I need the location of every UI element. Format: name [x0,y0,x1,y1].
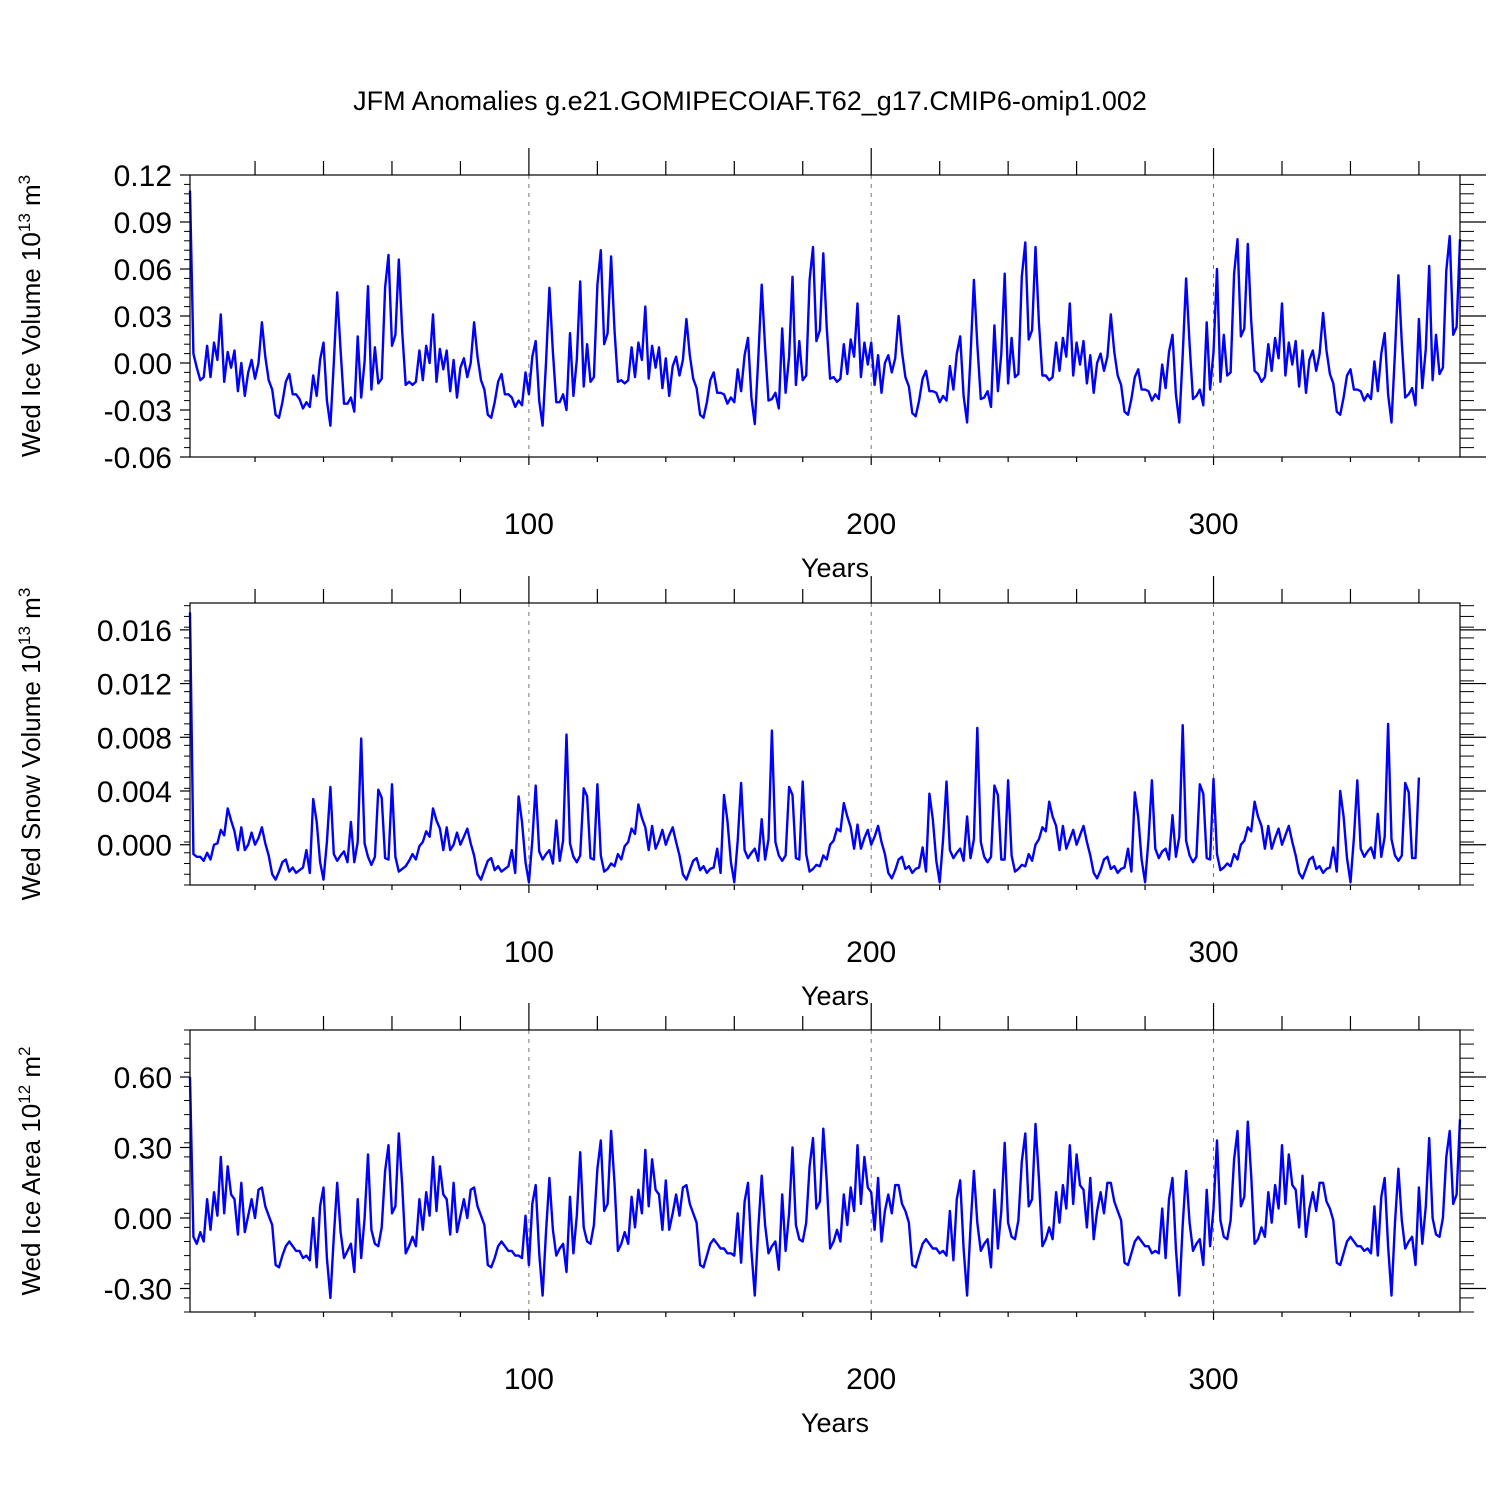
y-axis-label-main: Wed Snow Volume 10 [16,645,46,900]
x-tick-label: 300 [1188,1363,1238,1396]
panels: -0.06 -0.03 0.00 0.03 0.06 0.09 0.12 100 200 300 Y… [15,148,1486,1438]
y-axis-label-unit-exponent: 2 [15,1046,34,1055]
y-tick-label: -0.30 [104,1274,172,1307]
x-tick-label: 300 [1188,936,1238,969]
chart-panel-ice-volume: -0.06 -0.03 0.00 0.03 0.06 0.09 0.12 100 200 300 Y… [15,148,1486,583]
y-tick-label: 0.00 [114,348,172,381]
y-tick-label: 0.00 [114,1203,172,1236]
y-tick-label: 0.016 [97,615,172,648]
y-tick-label: 0.03 [114,301,172,334]
y-tick-label: 0.008 [97,722,172,755]
plot-frame [189,602,1461,886]
y-axis-label-exponent: 12 [15,1085,34,1104]
y-axis-label-exponent: 13 [15,626,34,645]
y-tick-label: 0.06 [114,254,172,287]
y-tick-label: 0.012 [97,669,172,702]
y-axis-label-main: Wed Ice Volume 10 [16,232,46,457]
chart-panel-snow-volume: 0.000 0.004 0.008 0.012 0.016 100 200 300 Years W… [15,576,1486,1011]
y-tick-label: 0.000 [97,830,172,863]
series-line [188,612,1421,884]
x-axis-label: Years [801,1408,869,1438]
figure-title: JFM Anomalies g.e21.GOMIPECOIAF.T62_g17.… [353,86,1147,116]
y-axis-label-unit-exponent: 3 [15,588,34,597]
x-tick-label: 200 [846,508,896,541]
y-axis-label-unit: m [16,597,46,626]
x-tick-label: 200 [846,1363,896,1396]
series-line [188,190,1462,427]
y-axis-label: Wed Snow Volume 1013 m3 [15,588,46,901]
y-axis-label-unit: m [16,1056,46,1085]
y-tick-label: -0.06 [104,442,172,475]
y-tick-label: 0.30 [114,1133,172,1166]
y-tick-label: 0.004 [97,776,172,809]
x-tick-label: 300 [1188,508,1238,541]
x-tick-label: 100 [504,1363,554,1396]
y-tick-label: 0.60 [114,1062,172,1095]
y-tick-label: -0.03 [104,395,172,428]
series-line [188,1076,1462,1300]
y-axis-label-exponent: 13 [15,213,34,232]
x-tick-label: 100 [504,508,554,541]
y-axis-label-main: Wed Ice Area 10 [16,1104,46,1296]
y-tick-label: 0.09 [114,207,172,240]
y-axis-label-unit-exponent: 3 [15,175,34,184]
x-tick-label: 200 [846,936,896,969]
y-axis-label-unit: m [16,184,46,213]
x-tick-label: 100 [504,936,554,969]
y-tick-label: 0.12 [114,160,172,193]
y-axis-label: Wed Ice Volume 1013 m3 [15,175,46,457]
y-axis-label: Wed Ice Area 1012 m2 [15,1046,46,1295]
x-axis-label: Years [801,981,869,1011]
x-axis-label: Years [801,553,869,583]
chart-panel-ice-area: -0.30 0.00 0.30 0.60 100 200 300 Years Wed Ice A… [15,1003,1486,1438]
